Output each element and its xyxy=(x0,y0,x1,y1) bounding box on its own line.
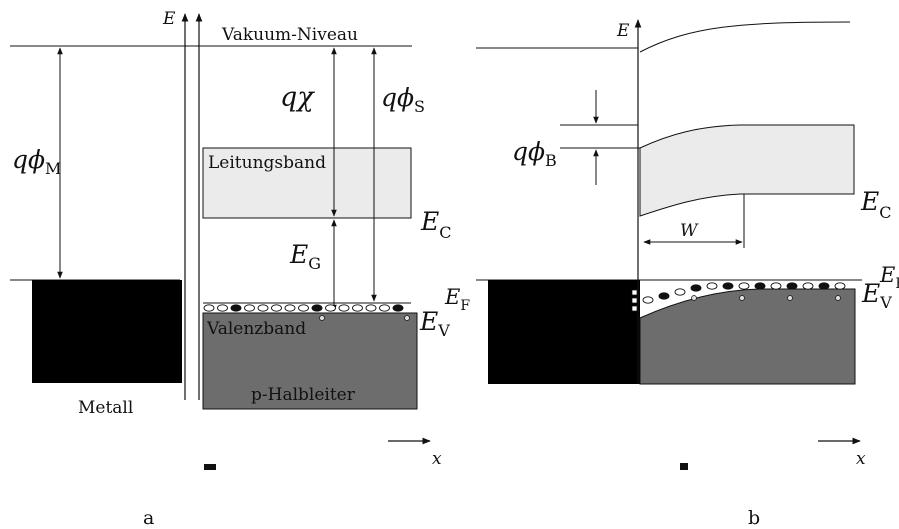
hole-dot xyxy=(284,304,296,312)
caption-a: a xyxy=(143,507,154,529)
carriers-a xyxy=(203,304,410,321)
hole-dot xyxy=(352,304,363,312)
hole-dot xyxy=(217,304,228,312)
electron-dot xyxy=(230,304,242,312)
ionized-acceptor-dot xyxy=(404,315,410,321)
energy-axis-label-a: E xyxy=(162,9,176,29)
metal-block-b xyxy=(488,280,640,384)
electron-dot xyxy=(392,304,404,312)
hole-dot xyxy=(642,296,654,304)
hole-dot xyxy=(379,304,390,312)
work-function-semiconductor-label: qϕS xyxy=(381,83,425,116)
electron-dot xyxy=(754,282,766,290)
panel-a xyxy=(10,13,431,470)
interface-charge xyxy=(631,297,638,304)
valence-band-rect xyxy=(202,312,418,410)
hole-dot xyxy=(325,304,336,312)
metal-label: Metall xyxy=(78,398,133,418)
conduction-edge-label-b: EC xyxy=(860,187,892,222)
hole-dot xyxy=(298,304,309,312)
electron-dot xyxy=(690,284,702,292)
ionized-acceptor-dot xyxy=(835,295,841,301)
caption-b: b xyxy=(748,507,760,529)
ionized-acceptor-dot xyxy=(739,295,745,301)
metal-block xyxy=(32,280,182,383)
conduction-band-label: Leitungsband xyxy=(208,153,326,173)
ionized-acceptor-dot xyxy=(787,295,793,301)
interface-charge xyxy=(631,289,638,296)
hole-dot xyxy=(834,282,846,290)
hole-dot xyxy=(674,288,686,296)
conduction-band-bent xyxy=(639,124,855,217)
electron-dot xyxy=(722,282,734,290)
hole-dot xyxy=(365,304,377,312)
energy-axis-label-b: E xyxy=(616,21,630,41)
ionized-acceptor-dot xyxy=(319,315,325,321)
electron-dot xyxy=(311,304,323,312)
band-gap-label: EG xyxy=(289,240,321,273)
hole-dot xyxy=(203,304,215,312)
depletion-width-label: W xyxy=(680,221,699,241)
vacuum-level-label: Vakuum-Niveau xyxy=(221,25,358,45)
fermi-level-label-b: EF xyxy=(879,263,899,292)
hole-dot xyxy=(738,282,750,290)
conduction-edge-label-a: EC xyxy=(420,207,452,242)
barrier-height-label: qϕB xyxy=(512,137,557,170)
x-axis-label-b: x xyxy=(856,449,866,469)
valence-band-bent xyxy=(639,288,856,385)
valence-edge-label-a: EV xyxy=(419,307,450,340)
carriers-b xyxy=(631,282,846,312)
fermi-level-label-a: EF xyxy=(444,285,470,314)
hole-dot xyxy=(271,304,282,312)
hole-dot xyxy=(770,282,782,290)
valence-edge-label-b: EV xyxy=(861,279,892,312)
hole-dot xyxy=(338,304,350,312)
x-axis-label-a: x xyxy=(432,449,442,469)
hole-dot xyxy=(257,304,269,312)
vacuum-level-curve xyxy=(639,21,851,53)
panel-b-partial-caption xyxy=(680,463,688,470)
electron-dot xyxy=(658,292,670,300)
electron-dot xyxy=(786,282,798,290)
semiconductor-label: p-Halbleiter xyxy=(251,385,356,405)
interface-charge xyxy=(631,305,638,312)
panel-b xyxy=(476,19,862,470)
panel-a-partial-caption xyxy=(204,464,216,470)
electron-affinity-label: qχ xyxy=(280,82,315,113)
electron-dot xyxy=(818,282,830,290)
work-function-metal-label: qϕM xyxy=(12,145,61,178)
hole-dot xyxy=(802,282,814,290)
valence-band-label: Valenzband xyxy=(206,319,306,339)
hole-dot xyxy=(706,282,718,290)
ionized-acceptor-dot xyxy=(691,295,697,301)
hole-dot xyxy=(244,304,255,312)
